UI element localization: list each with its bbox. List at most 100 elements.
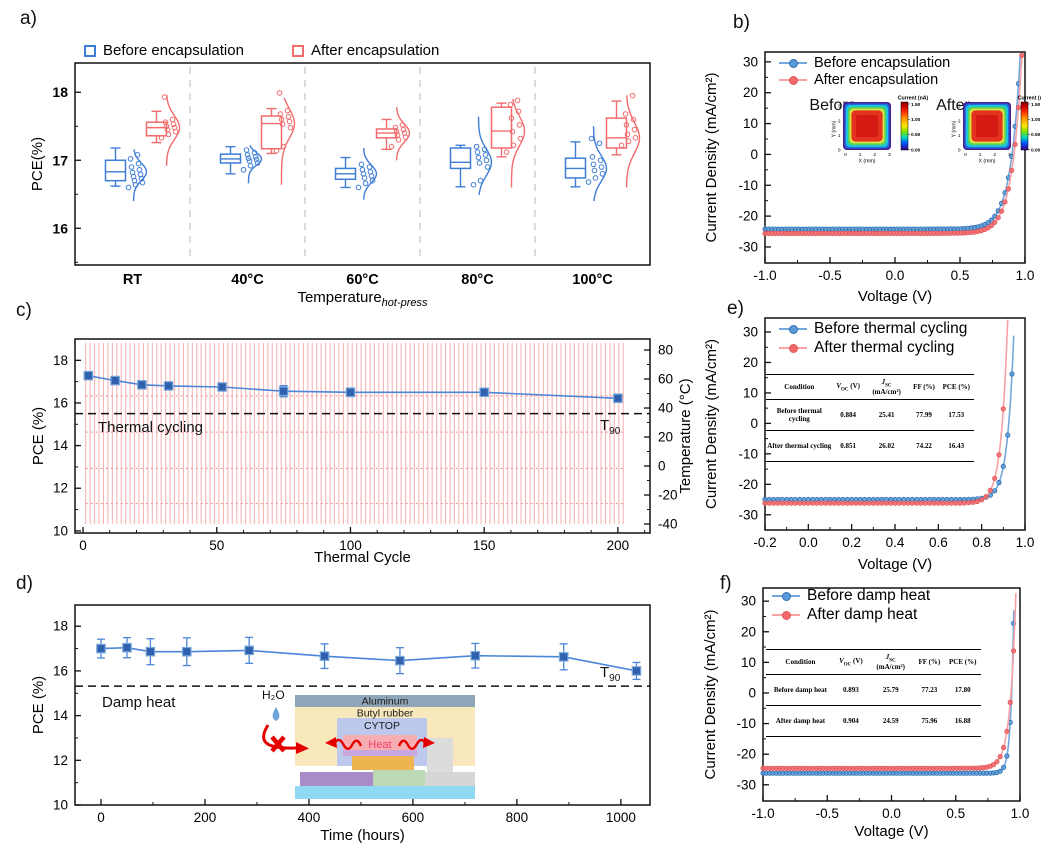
svg-text:80°C: 80°C: [461, 272, 494, 288]
header-pce: PCE (%): [942, 383, 970, 391]
svg-text:H₂O: H₂O: [262, 688, 285, 702]
svg-text:10: 10: [743, 116, 758, 131]
inset-label-after: After: [936, 97, 970, 114]
legend-label: Before encapsulation: [103, 42, 244, 59]
svg-text:1: 1: [838, 133, 841, 139]
svg-text:30: 30: [743, 54, 758, 69]
svg-text:30: 30: [741, 594, 756, 609]
panel-d-damp-heat-plot: 0 200 400 600 800 1000 10 12 14 16 18 Time (hours) P…: [30, 604, 651, 844]
pce-series: [96, 636, 642, 681]
svg-text:X (mm): X (mm): [979, 159, 996, 165]
legend-item: Before damp heat: [772, 587, 930, 605]
svg-text:1.50: 1.50: [911, 102, 921, 108]
box-series-1: [145, 90, 641, 188]
svg-text:150: 150: [473, 538, 496, 553]
svg-text:0.50: 0.50: [911, 132, 921, 138]
svg-text:600: 600: [402, 810, 425, 825]
svg-text:1: 1: [958, 133, 961, 139]
panel-label-e: e): [727, 298, 744, 319]
annotation-thermal-cycling: Thermal cycling: [98, 419, 204, 436]
table-row-before: Before thermal cycling 0.884 25.41 77.99 1…: [766, 400, 974, 431]
svg-text:30: 30: [743, 325, 758, 340]
svg-text:-10: -10: [738, 178, 758, 193]
legend-label: After encapsulation: [814, 72, 939, 88]
svg-text:Y (mm): Y (mm): [952, 120, 958, 137]
svg-text:X (mm): X (mm): [859, 159, 876, 165]
svg-text:100: 100: [339, 538, 362, 553]
svg-text:1: 1: [859, 152, 862, 158]
svg-text:-30: -30: [738, 507, 758, 522]
svg-text:1.0: 1.0: [1016, 268, 1035, 283]
svg-text:-20: -20: [738, 209, 758, 224]
jv-table-thermal-cycling: Condition VOC (V) JSC (mA/cm²) FF (%) PCE…: [766, 374, 974, 462]
svg-text:Aluminum: Aluminum: [362, 696, 409, 708]
header-voc: VOC (V): [836, 381, 860, 393]
heatmap-before: 00 1 1 2 2 3 3 X (mm) Y (mm) Current (nA)1.50 1.00…: [832, 96, 929, 165]
table-row-after: After thermal cycling 0.851 26.02 74.22 16…: [767, 442, 965, 450]
header-ff: FF (%): [913, 383, 935, 391]
legend-label: Before thermal cycling: [814, 320, 968, 337]
table-header-row: Condition VOC (V) JSC (mA/cm²) FF (%) PCE…: [766, 375, 974, 400]
svg-text:0.5: 0.5: [946, 806, 965, 821]
svg-text:2: 2: [873, 152, 876, 158]
svg-text:CYTOP: CYTOP: [364, 720, 400, 732]
svg-text:Y (mm): Y (mm): [832, 120, 838, 137]
svg-text:12: 12: [53, 481, 68, 496]
panel-label-b: b): [733, 12, 750, 33]
svg-text:0: 0: [79, 538, 87, 553]
panel-e-jv-plot: -0.2 0.0 0.2 0.4 0.6 0.8 1.0 -30 -20 -10 0 10 20 30 Vo…: [703, 317, 1035, 573]
svg-text:-1.0: -1.0: [753, 268, 776, 283]
svg-text:80: 80: [658, 343, 673, 358]
legend-panel-a: Before encapsulation After encapsulation: [84, 42, 439, 59]
svg-text:18: 18: [52, 84, 68, 100]
svg-text:Current Density (mA/cm²): Current Density (mA/cm²): [702, 609, 719, 779]
svg-text:0.00: 0.00: [911, 147, 921, 153]
svg-text:20: 20: [658, 430, 673, 445]
panel-label-a: a): [20, 8, 37, 29]
jv-table-damp-heat: Condition VOC (V) JSC (mA/cm²) FF (%) PCE…: [766, 649, 981, 737]
svg-text:1.0: 1.0: [1016, 535, 1035, 550]
legend-item: After encapsulation: [779, 72, 950, 88]
svg-text:200: 200: [194, 810, 217, 825]
svg-text:10: 10: [53, 798, 68, 813]
header-jsc: JSC (mA/cm²): [876, 652, 905, 672]
line-dot-swatch-blue: [779, 58, 807, 68]
svg-text:2: 2: [993, 152, 996, 158]
svg-text:Thermal Cycle: Thermal Cycle: [314, 549, 411, 566]
svg-text:14: 14: [53, 708, 69, 723]
svg-text:Current Density (mA/cm²): Current Density (mA/cm²): [703, 72, 720, 242]
svg-text:Voltage (V): Voltage (V): [854, 823, 928, 840]
legend-item: Before encapsulation: [84, 42, 244, 59]
annotation-t90-c: T90: [600, 417, 621, 437]
header-jsc: JSC (mA/cm²): [872, 377, 901, 397]
legend-label: After encapsulation: [310, 42, 440, 59]
svg-text:17: 17: [52, 152, 68, 168]
svg-text:14: 14: [53, 438, 69, 453]
svg-text:0: 0: [838, 148, 841, 154]
svg-text:16: 16: [52, 220, 68, 236]
svg-text:0.50: 0.50: [1031, 132, 1041, 138]
header-ff: FF (%): [918, 658, 941, 666]
legend-label: Before encapsulation: [814, 55, 951, 71]
svg-text:Butyl rubber: Butyl rubber: [357, 708, 414, 720]
svg-text:0.5: 0.5: [951, 268, 970, 283]
svg-text:-30: -30: [736, 777, 756, 792]
svg-text:2: 2: [838, 118, 841, 124]
svg-text:0.2: 0.2: [842, 535, 861, 550]
svg-text:40: 40: [658, 401, 673, 416]
svg-text:10: 10: [741, 655, 756, 670]
panel-label-c: c): [16, 300, 32, 321]
annotation-t90-d: T90: [600, 664, 621, 684]
svg-text:400: 400: [298, 810, 321, 825]
panel-b-jv-plot: -1.0 -0.5 0.0 0.5 1.0-30-20-100102030Voltage…: [703, 51, 1035, 305]
legend-item: After thermal cycling: [779, 339, 967, 357]
heatmap-after: 00 1 1 2 2 3 3 X (mm) Y (mm) Current (nA)1.50 1.00…: [952, 96, 1041, 165]
svg-text:-10: -10: [736, 716, 756, 731]
open-square-swatch-blue: [84, 44, 96, 57]
svg-text:Voltage (V): Voltage (V): [858, 556, 932, 573]
svg-text:1.00: 1.00: [911, 117, 921, 123]
svg-text:0.8: 0.8: [972, 535, 991, 550]
legend-label: Before damp heat: [807, 587, 931, 604]
svg-text:1.0: 1.0: [1011, 806, 1030, 821]
svg-text:Temperature (°C): Temperature (°C): [677, 378, 694, 493]
